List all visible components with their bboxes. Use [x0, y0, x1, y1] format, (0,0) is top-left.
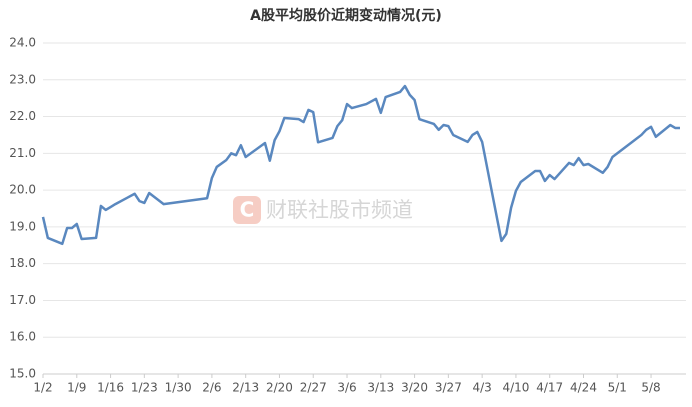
y-tick-label: 18.0 — [9, 256, 36, 270]
x-tick-label: 3/6 — [337, 381, 356, 395]
y-tick-label: 15.0 — [9, 367, 36, 381]
chart-title: A股平均股价近期变动情况(元) — [250, 7, 442, 24]
y-tick-label: 16.0 — [9, 330, 36, 344]
watermark-icon: C — [233, 196, 261, 224]
x-tick-label: 1/23 — [131, 381, 158, 395]
x-tick-label: 3/20 — [401, 381, 428, 395]
x-tick-label: 4/10 — [502, 381, 529, 395]
x-tick-label: 1/16 — [97, 381, 124, 395]
x-tick-label: 2/20 — [266, 381, 293, 395]
y-tick-label: 22.0 — [9, 109, 36, 123]
y-tick-label: 17.0 — [9, 293, 36, 307]
y-tick-label: 21.0 — [9, 146, 36, 160]
y-tick-label: 20.0 — [9, 183, 36, 197]
x-tick-label: 3/13 — [367, 381, 394, 395]
x-tick-label: 4/17 — [536, 381, 563, 395]
x-tick-label: 4/24 — [570, 381, 597, 395]
watermark: 财联社股市频道 — [266, 198, 413, 222]
x-tick-label: 3/27 — [435, 381, 462, 395]
x-tick-label: 5/8 — [641, 381, 660, 395]
x-tick-label: 4/3 — [472, 381, 491, 395]
line-series — [41, 84, 680, 246]
x-tick-label: 1/2 — [33, 381, 52, 395]
y-tick-label: 19.0 — [9, 219, 36, 233]
y-tick-label: 23.0 — [9, 72, 36, 86]
x-tick-label: 2/13 — [232, 381, 259, 395]
x-tick-label: 1/30 — [165, 381, 192, 395]
x-tick-label: 5/1 — [608, 381, 627, 395]
y-tick-label: 24.0 — [9, 36, 36, 50]
svg-text:C: C — [240, 198, 255, 222]
x-tick-label: 2/27 — [300, 381, 327, 395]
x-tick-label: 2/6 — [202, 381, 221, 395]
x-tick-label: 1/9 — [67, 381, 86, 395]
